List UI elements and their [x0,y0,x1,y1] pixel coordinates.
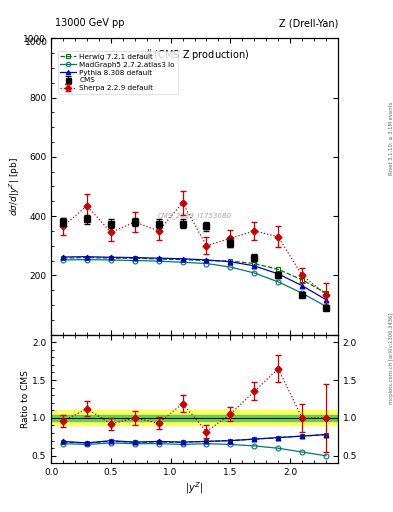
Bar [51,415,338,421]
Herwig 7.2.1 default [300,276,305,283]
Text: 1000: 1000 [25,38,48,48]
Text: Rivet 3.1.10; ≥ 3.1M events: Rivet 3.1.10; ≥ 3.1M events [389,101,393,175]
MadGraph5 2.7.2.atlas3 lo [108,257,113,263]
Herwig 7.2.1 default [84,254,89,261]
Pythia 8.308 default [61,254,65,260]
Herwig 7.2.1 default [252,261,257,267]
MadGraph5 2.7.2.atlas3 lo [61,257,65,263]
Pythia 8.308 default [252,263,257,269]
MadGraph5 2.7.2.atlas3 lo [300,290,305,296]
Line: MadGraph5 2.7.2.atlas3 lo: MadGraph5 2.7.2.atlas3 lo [61,257,329,309]
Text: Z (Drell-Yan): Z (Drell-Yan) [279,18,338,28]
Bar [51,410,338,425]
Herwig 7.2.1 default [132,255,137,261]
Y-axis label: $d\sigma/d|y^Z|$ [pb]: $d\sigma/d|y^Z|$ [pb] [7,157,22,216]
MadGraph5 2.7.2.atlas3 lo [156,258,161,264]
Pythia 8.308 default [204,257,209,263]
Line: Herwig 7.2.1 default: Herwig 7.2.1 default [61,255,329,295]
Pythia 8.308 default [324,296,329,303]
Herwig 7.2.1 default [324,290,329,296]
Legend: Herwig 7.2.1 default, MadGraph5 2.7.2.atlas3 lo, Pythia 8.308 default, CMS, Sher: Herwig 7.2.1 default, MadGraph5 2.7.2.at… [57,51,178,94]
Pythia 8.308 default [132,254,137,261]
Pythia 8.308 default [156,255,161,261]
MadGraph5 2.7.2.atlas3 lo [180,259,185,265]
Text: mcplots.cern.ch [arXiv:1306.3436]: mcplots.cern.ch [arXiv:1306.3436] [389,313,393,404]
Herwig 7.2.1 default [204,258,209,264]
Herwig 7.2.1 default [61,255,65,261]
Text: CMS_2019_I1753680: CMS_2019_I1753680 [158,212,231,220]
Pythia 8.308 default [84,253,89,260]
Text: 13000 GeV pp: 13000 GeV pp [55,18,125,28]
Herwig 7.2.1 default [228,258,233,264]
Herwig 7.2.1 default [108,255,113,261]
Pythia 8.308 default [300,283,305,289]
Line: Pythia 8.308 default: Pythia 8.308 default [61,254,329,302]
Pythia 8.308 default [228,259,233,265]
Pythia 8.308 default [276,271,281,277]
MadGraph5 2.7.2.atlas3 lo [84,257,89,263]
MadGraph5 2.7.2.atlas3 lo [324,304,329,310]
MadGraph5 2.7.2.atlas3 lo [132,258,137,264]
Pythia 8.308 default [108,254,113,261]
Pythia 8.308 default [180,255,185,262]
MadGraph5 2.7.2.atlas3 lo [252,270,257,276]
Y-axis label: Ratio to CMS: Ratio to CMS [22,370,31,428]
X-axis label: $|y^Z|$: $|y^Z|$ [185,480,204,496]
Herwig 7.2.1 default [156,256,161,262]
Herwig 7.2.1 default [180,257,185,263]
MadGraph5 2.7.2.atlas3 lo [276,279,281,285]
MadGraph5 2.7.2.atlas3 lo [228,264,233,270]
MadGraph5 2.7.2.atlas3 lo [204,261,209,267]
Text: $y^{ll}$ (CMS Z production): $y^{ll}$ (CMS Z production) [140,47,249,63]
Herwig 7.2.1 default [276,266,281,272]
